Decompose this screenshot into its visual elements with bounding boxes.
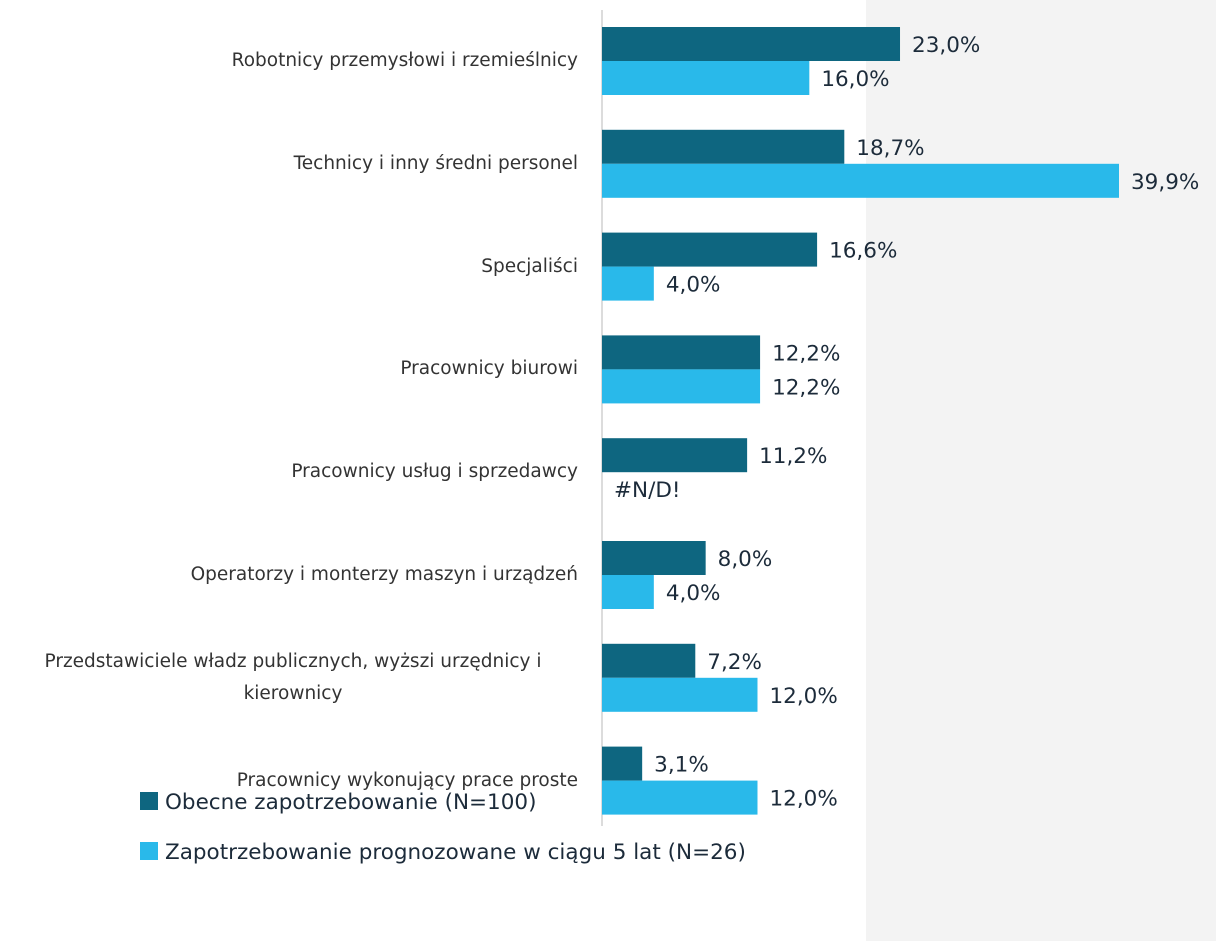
- bar: [602, 575, 654, 609]
- data-label: 4,0%: [666, 273, 721, 298]
- bar: [602, 27, 901, 61]
- data-label: 11,2%: [759, 444, 827, 469]
- category-label: Przedstawiciele władz publicznych, wyższ…: [44, 650, 542, 704]
- bar: [602, 163, 1119, 198]
- bar: [602, 677, 758, 712]
- legend-label: Obecne zapotrzebowanie (N=100): [165, 790, 536, 815]
- bar: [602, 780, 758, 815]
- bar: [602, 369, 761, 404]
- data-label: 12,0%: [769, 787, 837, 812]
- data-label: 4,0%: [666, 581, 721, 606]
- bar: [602, 746, 643, 781]
- bar: [602, 438, 748, 473]
- data-label: 8,0%: [718, 547, 773, 572]
- bar: [602, 61, 810, 95]
- data-label: 23,0%: [912, 33, 980, 58]
- bar: [602, 266, 654, 301]
- data-label: 18,7%: [856, 136, 924, 161]
- data-label: 7,2%: [707, 650, 762, 675]
- data-label: 12,2%: [772, 341, 840, 366]
- bar: [602, 129, 845, 164]
- bar: [602, 335, 761, 370]
- bar: [602, 643, 696, 678]
- category-label: Pracownicy wykonujący prace proste: [236, 769, 578, 791]
- category-label: Robotnicy przemysłowi i rzemieślnicy: [231, 50, 578, 71]
- data-label: 12,0%: [769, 684, 837, 709]
- data-label: 16,6%: [829, 239, 897, 264]
- data-label: 39,9%: [1131, 170, 1199, 195]
- data-label: 3,1%: [654, 753, 709, 778]
- category-label: Pracownicy usług i sprzedawcy: [291, 461, 578, 483]
- legend-swatch: [140, 792, 158, 810]
- legend-swatch: [140, 842, 158, 860]
- category-label: Operatorzy i monterzy maszyn i urządzeń: [190, 564, 578, 585]
- data-label: 12,2%: [772, 375, 840, 400]
- background-panel: [866, 0, 1216, 941]
- data-label: #N/D!: [614, 478, 681, 503]
- category-label: Technicy i inny średni personel: [293, 152, 578, 174]
- bar: [602, 541, 706, 575]
- category-label: Specjaliści: [481, 255, 578, 277]
- data-label: 16,0%: [821, 67, 889, 92]
- category-label: Pracownicy biurowi: [400, 358, 578, 380]
- bar: [602, 232, 818, 267]
- legend-label: Zapotrzebowanie prognozowane w ciągu 5 l…: [165, 840, 746, 865]
